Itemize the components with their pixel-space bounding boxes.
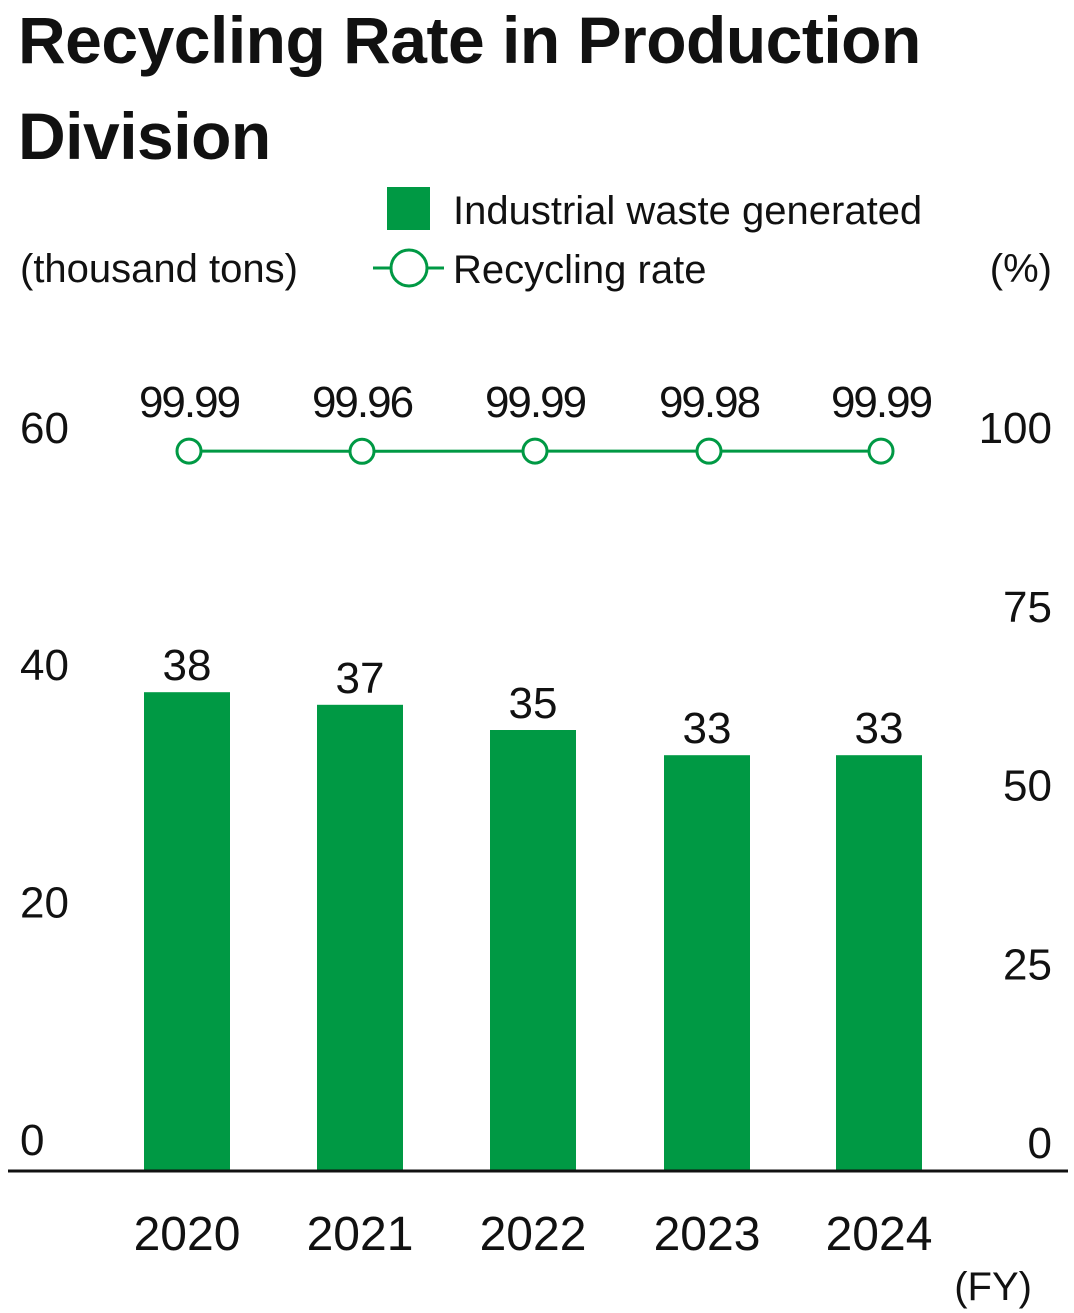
right-tick-label: 25 (1003, 940, 1052, 989)
recycling-rate-label: 99.99 (139, 378, 240, 427)
x-tick-label: 2023 (654, 1208, 761, 1261)
left-tick-label: 20 (20, 879, 69, 928)
recycling-rate-point (175, 437, 203, 465)
left-tick-label: 60 (20, 404, 69, 453)
recycling-rate-label: 99.96 (312, 378, 413, 427)
bar-2021 (317, 704, 403, 1171)
right-tick-label: 100 (979, 404, 1052, 453)
right-tick-label: 75 (1003, 583, 1052, 632)
bar-2023 (664, 755, 750, 1171)
recycling-rate-point (867, 437, 895, 465)
legend-line-label: Recycling rate (453, 248, 706, 292)
right-axis-title: (%) (990, 247, 1052, 291)
legend-line-marker (389, 248, 429, 288)
right-tick-label: 50 (1003, 762, 1052, 811)
x-axis-title: (FY) (954, 1265, 1032, 1309)
recycling-rate-point (695, 437, 723, 465)
recycling-rate-point (521, 437, 549, 465)
recycling-rate-label: 99.99 (485, 378, 586, 427)
left-tick-label: 40 (20, 641, 69, 690)
chart-title: Recycling Rate in Production Division (18, 3, 921, 173)
bar-2024 (836, 755, 922, 1171)
recycling-rate-point (348, 437, 376, 465)
bar-value-label: 37 (336, 654, 385, 703)
bar-value-label: 38 (163, 641, 212, 690)
x-tick-label: 2022 (480, 1208, 587, 1261)
recycling-rate-label: 99.99 (831, 378, 932, 427)
left-tick-label: 0 (20, 1116, 44, 1165)
legend-bar-label: Industrial waste generated (453, 189, 922, 233)
bar-2022 (490, 730, 576, 1171)
right-tick-label: 0 (1028, 1119, 1052, 1168)
legend-bar-swatch (387, 187, 430, 230)
bar-value-label: 35 (509, 679, 558, 728)
bar-2020 (144, 692, 230, 1171)
x-tick-label: 2024 (826, 1208, 933, 1261)
left-axis-title: (thousand tons) (20, 247, 298, 291)
bar-value-label: 33 (855, 704, 904, 753)
x-tick-label: 2021 (307, 1208, 414, 1261)
bar-value-label: 33 (683, 704, 732, 753)
x-tick-label: 2020 (134, 1208, 241, 1261)
recycling-rate-label: 99.98 (659, 378, 760, 427)
